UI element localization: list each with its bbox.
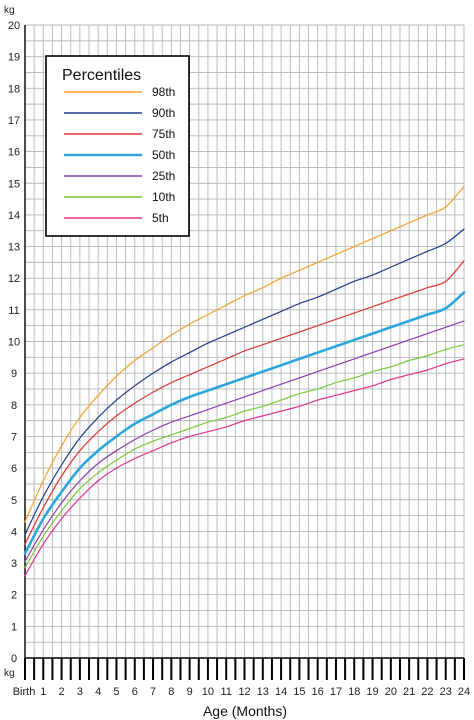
axes: [24, 25, 465, 680]
x-tick-label: 14: [275, 686, 287, 698]
series-line-10th: [24, 344, 465, 569]
x-tick-label: 13: [257, 686, 269, 698]
series-line-75th: [24, 260, 465, 545]
y-tick-label: 19: [8, 52, 20, 64]
y-tick-label: 2: [11, 590, 17, 602]
y-tick-label: 4: [11, 526, 17, 538]
y-tick-label: 10: [8, 337, 20, 349]
x-tick-label: 4: [95, 686, 101, 698]
x-tick-label: 5: [113, 686, 119, 698]
y-tick-label: 13: [8, 242, 20, 254]
legend-box: [45, 55, 190, 237]
y-tick-label: 15: [8, 178, 20, 190]
y-tick-label: 11: [8, 305, 19, 317]
x-tick-label: 20: [385, 686, 397, 698]
y-unit-label-bottom: kg: [4, 668, 15, 679]
x-tick-label: 15: [293, 686, 305, 698]
y-tick-label: 0: [11, 653, 17, 665]
legend-label-90th: 90th: [152, 106, 175, 120]
legend-label-98th: 98th: [152, 85, 175, 99]
x-tick-label: 24: [458, 686, 470, 698]
x-tick-label: 1: [40, 686, 46, 698]
x-tick-label: 18: [348, 686, 360, 698]
series-lines: [23, 185, 466, 577]
y-tick-label: 9: [11, 368, 17, 380]
x-tick-label: 7: [150, 686, 156, 698]
x-tick-label: 12: [238, 686, 250, 698]
y-tick-label: 17: [8, 115, 20, 127]
y-tick-label: 3: [11, 558, 17, 570]
x-tick-label: 9: [187, 686, 193, 698]
y-tick-label: 8: [11, 400, 17, 412]
x-tick-label: 17: [330, 686, 342, 698]
legend-entries: 98th 90th 75th 50th 25th 10th 5th: [64, 85, 175, 225]
series-line-98th: [24, 185, 465, 523]
x-tick-label: 6: [132, 686, 138, 698]
x-tick-label: 23: [440, 686, 452, 698]
y-tick-label: 5: [11, 495, 17, 507]
legend-label-75th: 75th: [152, 127, 175, 141]
x-tick-label: 21: [403, 686, 415, 698]
y-tick-label: 14: [8, 210, 20, 222]
x-tick-label: 19: [366, 686, 378, 698]
x-tick-label: 22: [421, 686, 433, 698]
x-tick-label: 11: [220, 686, 231, 698]
legend-label-10th: 10th: [152, 190, 175, 204]
legend-title: Percentiles: [62, 67, 141, 84]
y-tick-label: 18: [8, 83, 20, 95]
x-tick-label: Birth: [13, 686, 36, 698]
legend-label-5th: 5th: [152, 211, 169, 225]
y-tick-label: 20: [8, 20, 20, 32]
x-tick-label: 10: [202, 686, 214, 698]
x-tick-label: 8: [168, 686, 174, 698]
y-tick-label: 7: [11, 431, 17, 443]
x-tick-label: 3: [77, 686, 83, 698]
series-line-25th: [24, 320, 465, 563]
legend: Percentiles 98th 90th 75th 50th 25th 10th 5th: [45, 55, 190, 237]
y-tick-label: 1: [11, 621, 17, 633]
x-tick-label: 16: [312, 686, 324, 698]
legend-label-50th: 50th: [152, 148, 175, 162]
y-tick-label: 6: [11, 463, 17, 475]
legend-label-25th: 25th: [152, 169, 175, 183]
y-tick-label: 16: [8, 147, 20, 159]
x-tick-label: 2: [59, 686, 65, 698]
series-line-50th: [23, 291, 466, 555]
series-line-90th: [24, 228, 465, 536]
series-line-5th: [24, 358, 465, 577]
y-unit-label-top: kg: [4, 5, 15, 16]
y-tick-label: 12: [8, 273, 20, 285]
x-axis-label: Age (Months): [203, 703, 287, 719]
